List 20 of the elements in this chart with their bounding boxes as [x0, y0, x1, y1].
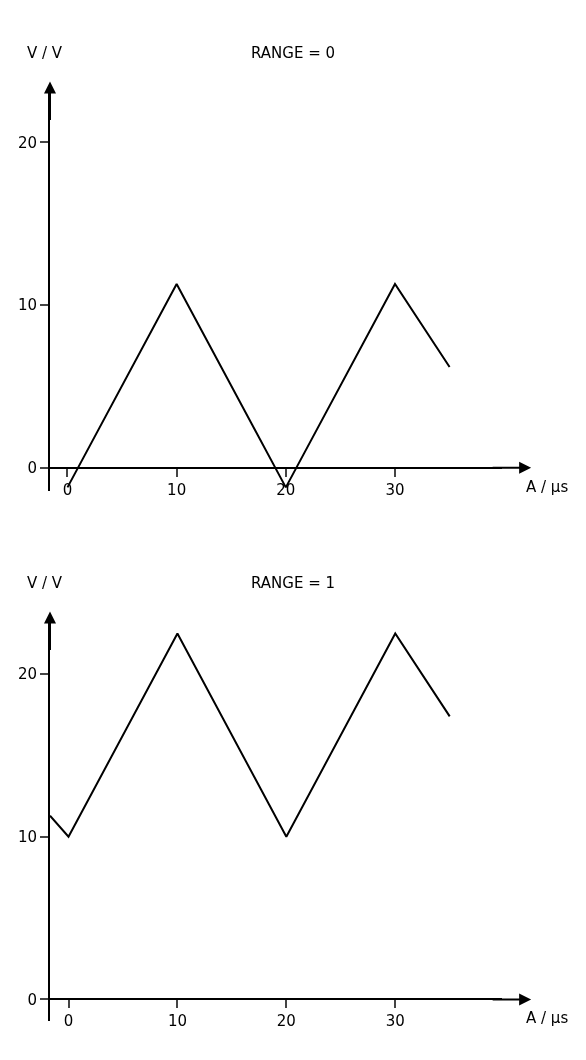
x-tick-label: 10 — [167, 1012, 187, 1031]
chart-title: RANGE = 0 — [251, 44, 336, 62]
y-tick-label: 0 — [27, 459, 37, 478]
y-tick-label: 20 — [17, 133, 37, 152]
y-tick-label: 20 — [17, 665, 37, 684]
chart-title: RANGE = 1 — [251, 574, 336, 592]
x-tick-label: 30 — [385, 1012, 405, 1031]
y-tick-label: 0 — [27, 990, 37, 1009]
y-axis-title: V / V — [27, 574, 63, 592]
x-tick-label: 0 — [63, 1012, 74, 1031]
x-axis-title: A / µs — [526, 478, 569, 496]
x-tick-label: 0 — [62, 480, 73, 499]
y-axis-title: V / V — [27, 44, 63, 62]
x-tick-label: 20 — [276, 1012, 296, 1031]
x-tick-label: 30 — [385, 480, 405, 499]
x-axis-title: A / µs — [526, 1009, 569, 1027]
y-tick-label: 10 — [17, 296, 37, 315]
x-tick-label: 20 — [276, 480, 296, 499]
y-tick-label: 10 — [17, 828, 37, 847]
x-tick-label: 10 — [167, 480, 187, 499]
